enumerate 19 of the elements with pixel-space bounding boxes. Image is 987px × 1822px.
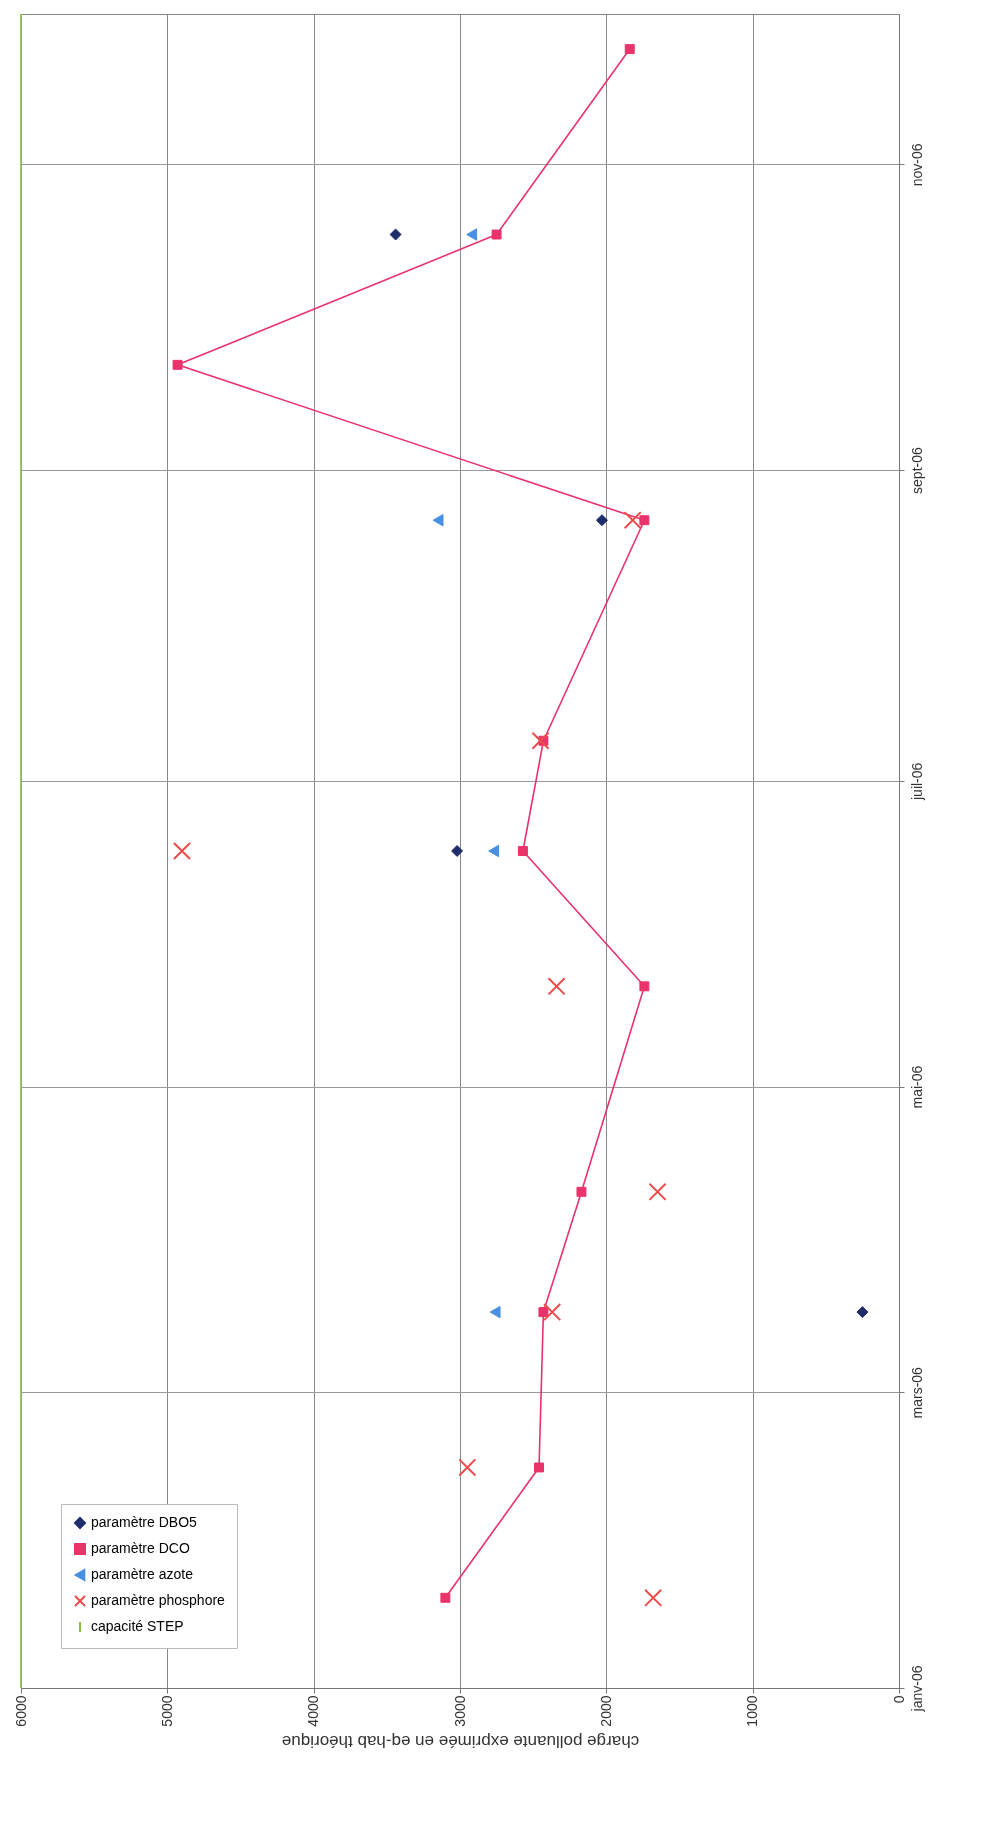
- y-tick-label: janv-06: [908, 1665, 925, 1713]
- y-tick-label: mars-06: [908, 1366, 925, 1419]
- y-tick-label: sept-06: [908, 447, 925, 494]
- legend-label: paramètre phosphore: [91, 1592, 226, 1608]
- x-axis-title: charge polluante exprimée en eq-hab théorique: [281, 1731, 640, 1751]
- legend-label: paramètre azote: [91, 1566, 194, 1582]
- legend-label: capacité STEP: [91, 1618, 184, 1634]
- y-tick-label: juil-06: [908, 762, 925, 802]
- x-tick-label: 2000: [597, 1695, 614, 1727]
- y-tick-label: mai-06: [908, 1065, 925, 1109]
- x-tick-label: 5000: [158, 1695, 175, 1727]
- x-tick-label: 0: [890, 1695, 907, 1704]
- x-tick-label: 6000: [12, 1695, 29, 1727]
- x-tick-label: 1000: [744, 1695, 761, 1727]
- legend-label: paramètre DBO5: [91, 1514, 198, 1530]
- x-tick-label: 4000: [305, 1695, 322, 1727]
- y-tick-label: nov-06: [908, 143, 925, 187]
- legend-label: paramètre DCO: [91, 1540, 190, 1556]
- x-tick-label: 3000: [451, 1695, 468, 1727]
